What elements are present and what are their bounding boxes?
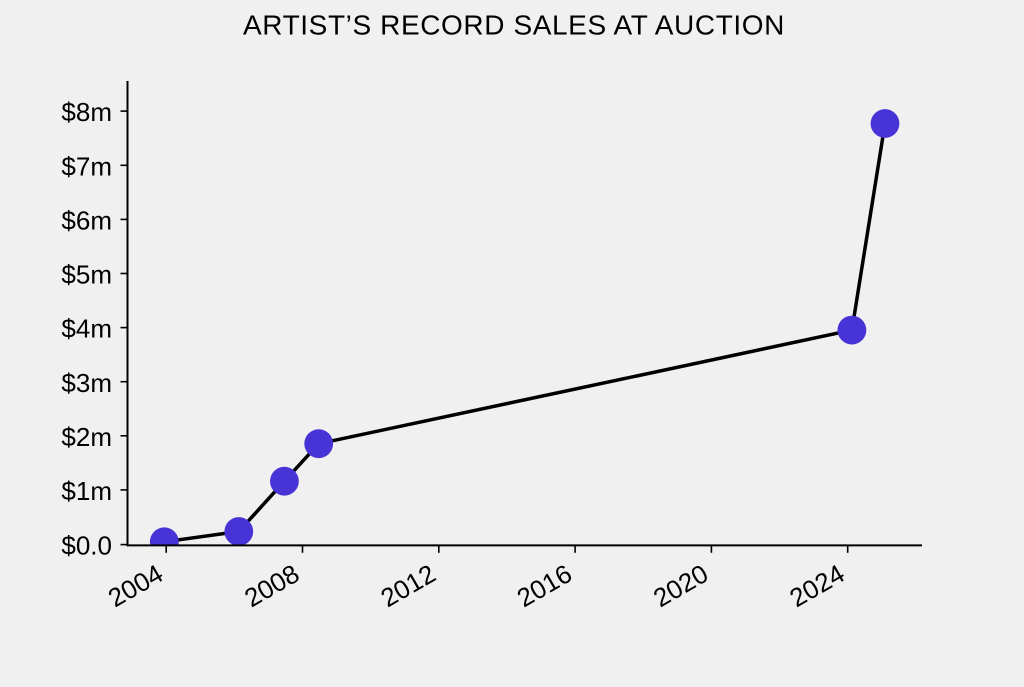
svg-text:$6m: $6m [61,206,112,236]
svg-text:$8m: $8m [61,97,112,127]
svg-text:$0.0: $0.0 [61,531,112,561]
svg-text:$4m: $4m [61,314,112,344]
svg-text:ARTIST’S RECORD SALES AT AUCTI: ARTIST’S RECORD SALES AT AUCTION [243,9,785,40]
svg-text:$1m: $1m [61,476,112,506]
svg-text:$2m: $2m [61,422,112,452]
svg-text:$3m: $3m [61,368,112,398]
svg-text:$7m: $7m [61,151,112,181]
svg-text:$5m: $5m [61,260,112,290]
